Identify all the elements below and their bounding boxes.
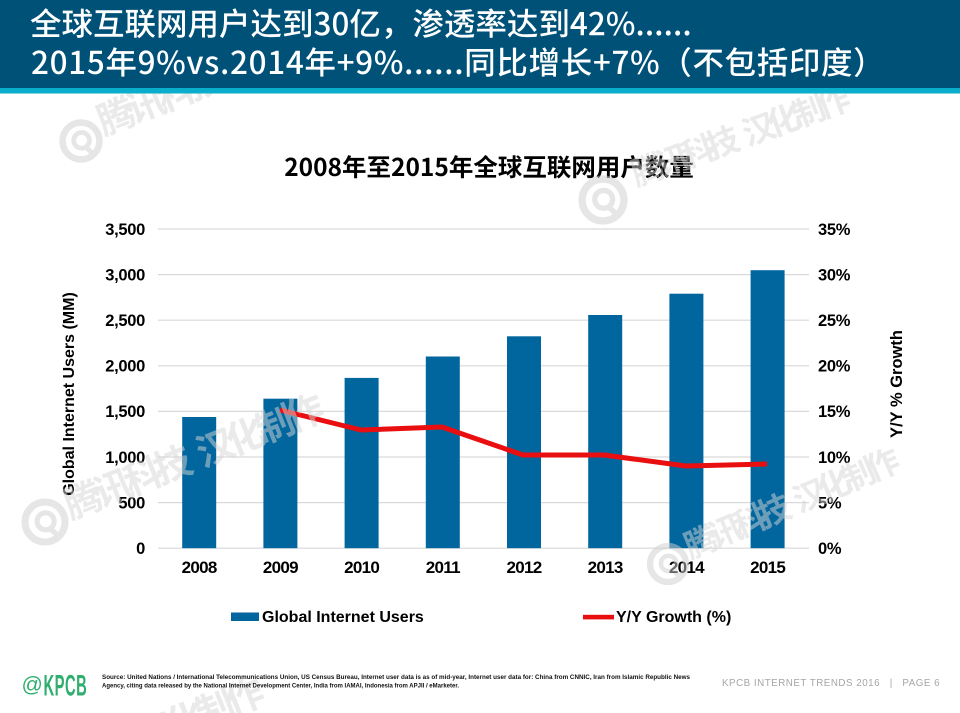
svg-text:2,000: 2,000: [105, 358, 145, 376]
svg-text:Global Internet Users (MM): Global Internet Users (MM): [61, 292, 78, 496]
svg-text:2008: 2008: [182, 558, 217, 577]
svg-text:Agency, citing data released b: Agency, citing data released by the Nati…: [102, 683, 459, 690]
svg-text:Y/Y % Growth: Y/Y % Growth: [888, 330, 906, 438]
svg-text:10%: 10%: [818, 449, 851, 467]
svg-text:2010: 2010: [344, 558, 379, 577]
svg-text:Source: United Nations / Inter: Source: United Nations / International T…: [102, 674, 690, 681]
svg-text:@: @: [22, 674, 43, 697]
svg-text:15%: 15%: [818, 403, 851, 421]
svg-text:2012: 2012: [506, 558, 541, 577]
svg-text:1,500: 1,500: [105, 403, 145, 421]
svg-text:0%: 0%: [818, 540, 842, 558]
svg-text:30%: 30%: [818, 266, 851, 284]
svg-text:0: 0: [136, 540, 145, 558]
svg-text:Global Internet Users: Global Internet Users: [262, 609, 424, 626]
svg-text:3,500: 3,500: [105, 221, 145, 239]
svg-text:Y/Y Growth (%): Y/Y Growth (%): [616, 609, 731, 626]
svg-text:KPCB INTERNET TRENDS 2016 |: KPCB INTERNET TRENDS 2016 | PAGE 6: [722, 678, 940, 689]
svg-text:2013: 2013: [588, 558, 623, 577]
svg-text:5%: 5%: [818, 494, 842, 512]
svg-text:25%: 25%: [818, 312, 851, 330]
svg-text:2011: 2011: [426, 558, 460, 577]
svg-text:20%: 20%: [818, 358, 851, 376]
svg-text:1,000: 1,000: [105, 449, 145, 467]
svg-text:2,500: 2,500: [105, 312, 145, 330]
svg-text:2009: 2009: [263, 558, 298, 577]
svg-text:3,000: 3,000: [105, 266, 145, 284]
svg-text:KPCB: KPCB: [44, 669, 88, 702]
svg-text:500: 500: [118, 494, 145, 512]
svg-text:2015: 2015: [750, 558, 785, 577]
svg-text:35%: 35%: [818, 221, 851, 239]
